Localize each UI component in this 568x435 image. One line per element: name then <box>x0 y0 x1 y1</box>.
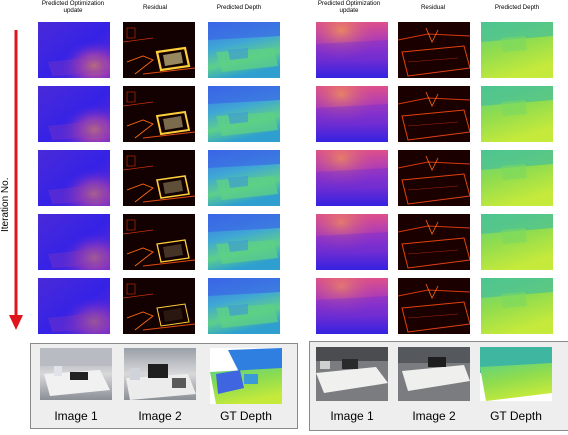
image2-right <box>398 347 470 401</box>
depth-left-iter-2 <box>208 86 280 147</box>
iteration-arrow <box>9 30 23 330</box>
header-update-left: Predicted Optimization update <box>41 0 105 14</box>
header-update-right: Predicted Optimization update <box>317 0 381 14</box>
depth-left-iter-3 <box>208 150 280 211</box>
iteration-label: Iteration No. <box>0 177 11 232</box>
depth-right-iter-4 <box>481 214 553 275</box>
update-right-iter-3 <box>316 150 388 211</box>
depth-left-iter-4 <box>208 214 280 275</box>
image1-left <box>40 348 112 400</box>
update-left-iter-2 <box>38 86 110 147</box>
caption-gt-left: GT Depth <box>220 409 272 423</box>
residual-right-iter-1 <box>397 22 471 83</box>
depth-right-iter-1 <box>481 22 553 83</box>
image1-right <box>316 347 388 401</box>
caption-image2-right: Image 2 <box>412 409 456 423</box>
residual-right-iter-3 <box>397 150 471 211</box>
update-right-iter-5 <box>316 278 388 339</box>
residual-left-iter-5 <box>122 278 196 339</box>
residual-left-iter-4 <box>122 214 196 275</box>
depth-right-iter-2 <box>481 86 553 147</box>
header-residual-right: Residual <box>420 4 446 11</box>
caption-image1-right: Image 1 <box>330 409 374 423</box>
caption-image1-left: Image 1 <box>54 409 98 423</box>
update-left-iter-5 <box>38 278 110 339</box>
depth-right-iter-5 <box>481 278 553 339</box>
header-residual-left: Residual <box>142 4 168 11</box>
caption-gt-right: GT Depth <box>490 409 542 423</box>
residual-left-iter-2 <box>122 86 196 147</box>
update-left-iter-4 <box>38 214 110 275</box>
update-right-iter-2 <box>316 86 388 147</box>
header-depth-left: Predicted Depth <box>216 4 262 11</box>
residual-left-iter-3 <box>122 150 196 211</box>
residual-right-iter-2 <box>397 86 471 147</box>
update-right-iter-4 <box>316 214 388 275</box>
update-left-iter-3 <box>38 150 110 211</box>
residual-left-iter-1 <box>122 22 196 83</box>
depth-left-iter-1 <box>208 22 280 83</box>
caption-image2-left: Image 2 <box>138 409 182 423</box>
residual-right-iter-5 <box>397 278 471 339</box>
update-right-iter-1 <box>316 22 388 83</box>
residual-right-iter-4 <box>397 214 471 275</box>
header-depth-right: Predicted Depth <box>494 4 540 11</box>
gt-depth-right <box>480 347 552 401</box>
depth-right-iter-3 <box>481 150 553 211</box>
update-left-iter-1 <box>38 22 110 83</box>
gt-depth-left <box>210 348 282 404</box>
image2-left <box>124 348 196 400</box>
depth-left-iter-5 <box>208 278 280 339</box>
